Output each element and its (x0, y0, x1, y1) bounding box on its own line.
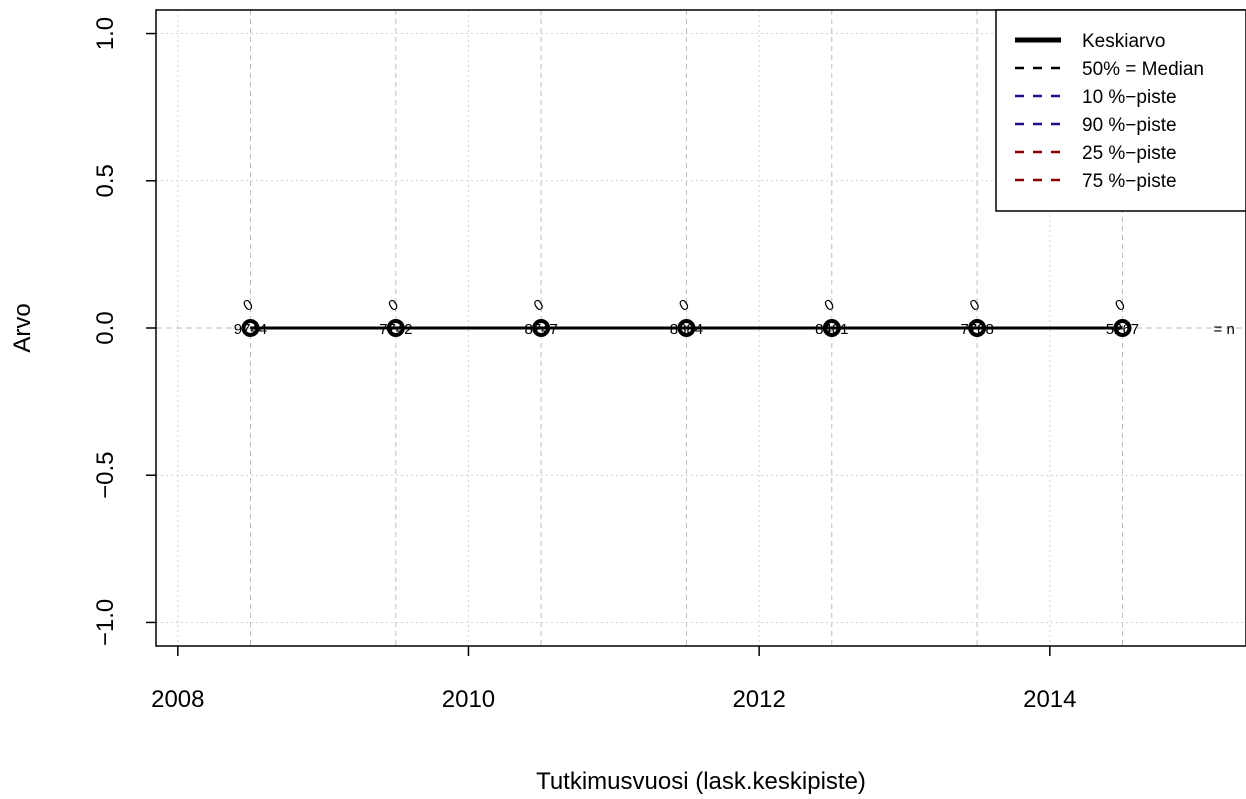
legend-label: 75 %−piste (1082, 171, 1177, 192)
y-tick-label: −0.5 (92, 452, 119, 499)
legend-label: 50% = Median (1082, 59, 1204, 80)
point-value-label: 0 (1112, 296, 1128, 315)
n-count-label: 8747 (524, 321, 557, 338)
data-point (968, 319, 987, 337)
data-point (677, 319, 696, 337)
point-value-label: 0 (240, 296, 256, 315)
n-count-label: 5267 (1106, 321, 1139, 338)
n-count-label: 8401 (815, 321, 848, 338)
legend-box (995, 9, 1246, 212)
y-tick-label: 1.0 (92, 17, 119, 50)
n-count-label: 7742 (379, 321, 412, 338)
y-tick-label: 0.0 (92, 311, 119, 344)
point-value-label: 0 (676, 296, 692, 315)
axes: 2008 2010 2012 2014 −1.0 −0.5 0.0 0.5 1.0 (92, 17, 1076, 713)
x-tick-label: 2012 (732, 686, 785, 713)
x-tick-label: 2014 (1023, 686, 1076, 713)
data-point (1113, 319, 1132, 337)
legend: Keskiarvo 50% = Median 10 %−piste 90 %−pist… (995, 9, 1246, 212)
y-axis-title: Arvo (9, 303, 36, 352)
point-labels: 0 9744 0 7742 0 8747 0 8884 0 8401 0 7788 0 5267 = n (234, 296, 1235, 338)
data-point (822, 319, 841, 337)
y-tick-label: 0.5 (92, 164, 119, 197)
data-points (241, 319, 1132, 337)
point-value-label: 0 (967, 296, 983, 315)
x-tick-label: 2010 (442, 686, 495, 713)
data-point (241, 319, 260, 337)
data-point (386, 319, 405, 337)
legend-label: 90 %−piste (1082, 115, 1177, 136)
n-label: = n (1214, 321, 1235, 338)
n-count-label: 8884 (670, 321, 703, 338)
n-count-label: 9744 (234, 321, 267, 338)
y-tick-label: −1.0 (92, 599, 119, 646)
point-value-label: 0 (386, 296, 402, 315)
n-count-label: 7788 (960, 321, 993, 338)
point-value-label: 0 (531, 296, 547, 315)
legend-label: 25 %−piste (1082, 143, 1177, 164)
legend-label: Keskiarvo (1082, 31, 1165, 52)
x-axis-title: Tutkimusvuosi (lask.keskipiste) (536, 768, 866, 795)
data-point (532, 319, 551, 337)
legend-label: 10 %−piste (1082, 87, 1177, 108)
point-value-label: 0 (822, 296, 838, 315)
x-tick-label: 2008 (151, 686, 204, 713)
